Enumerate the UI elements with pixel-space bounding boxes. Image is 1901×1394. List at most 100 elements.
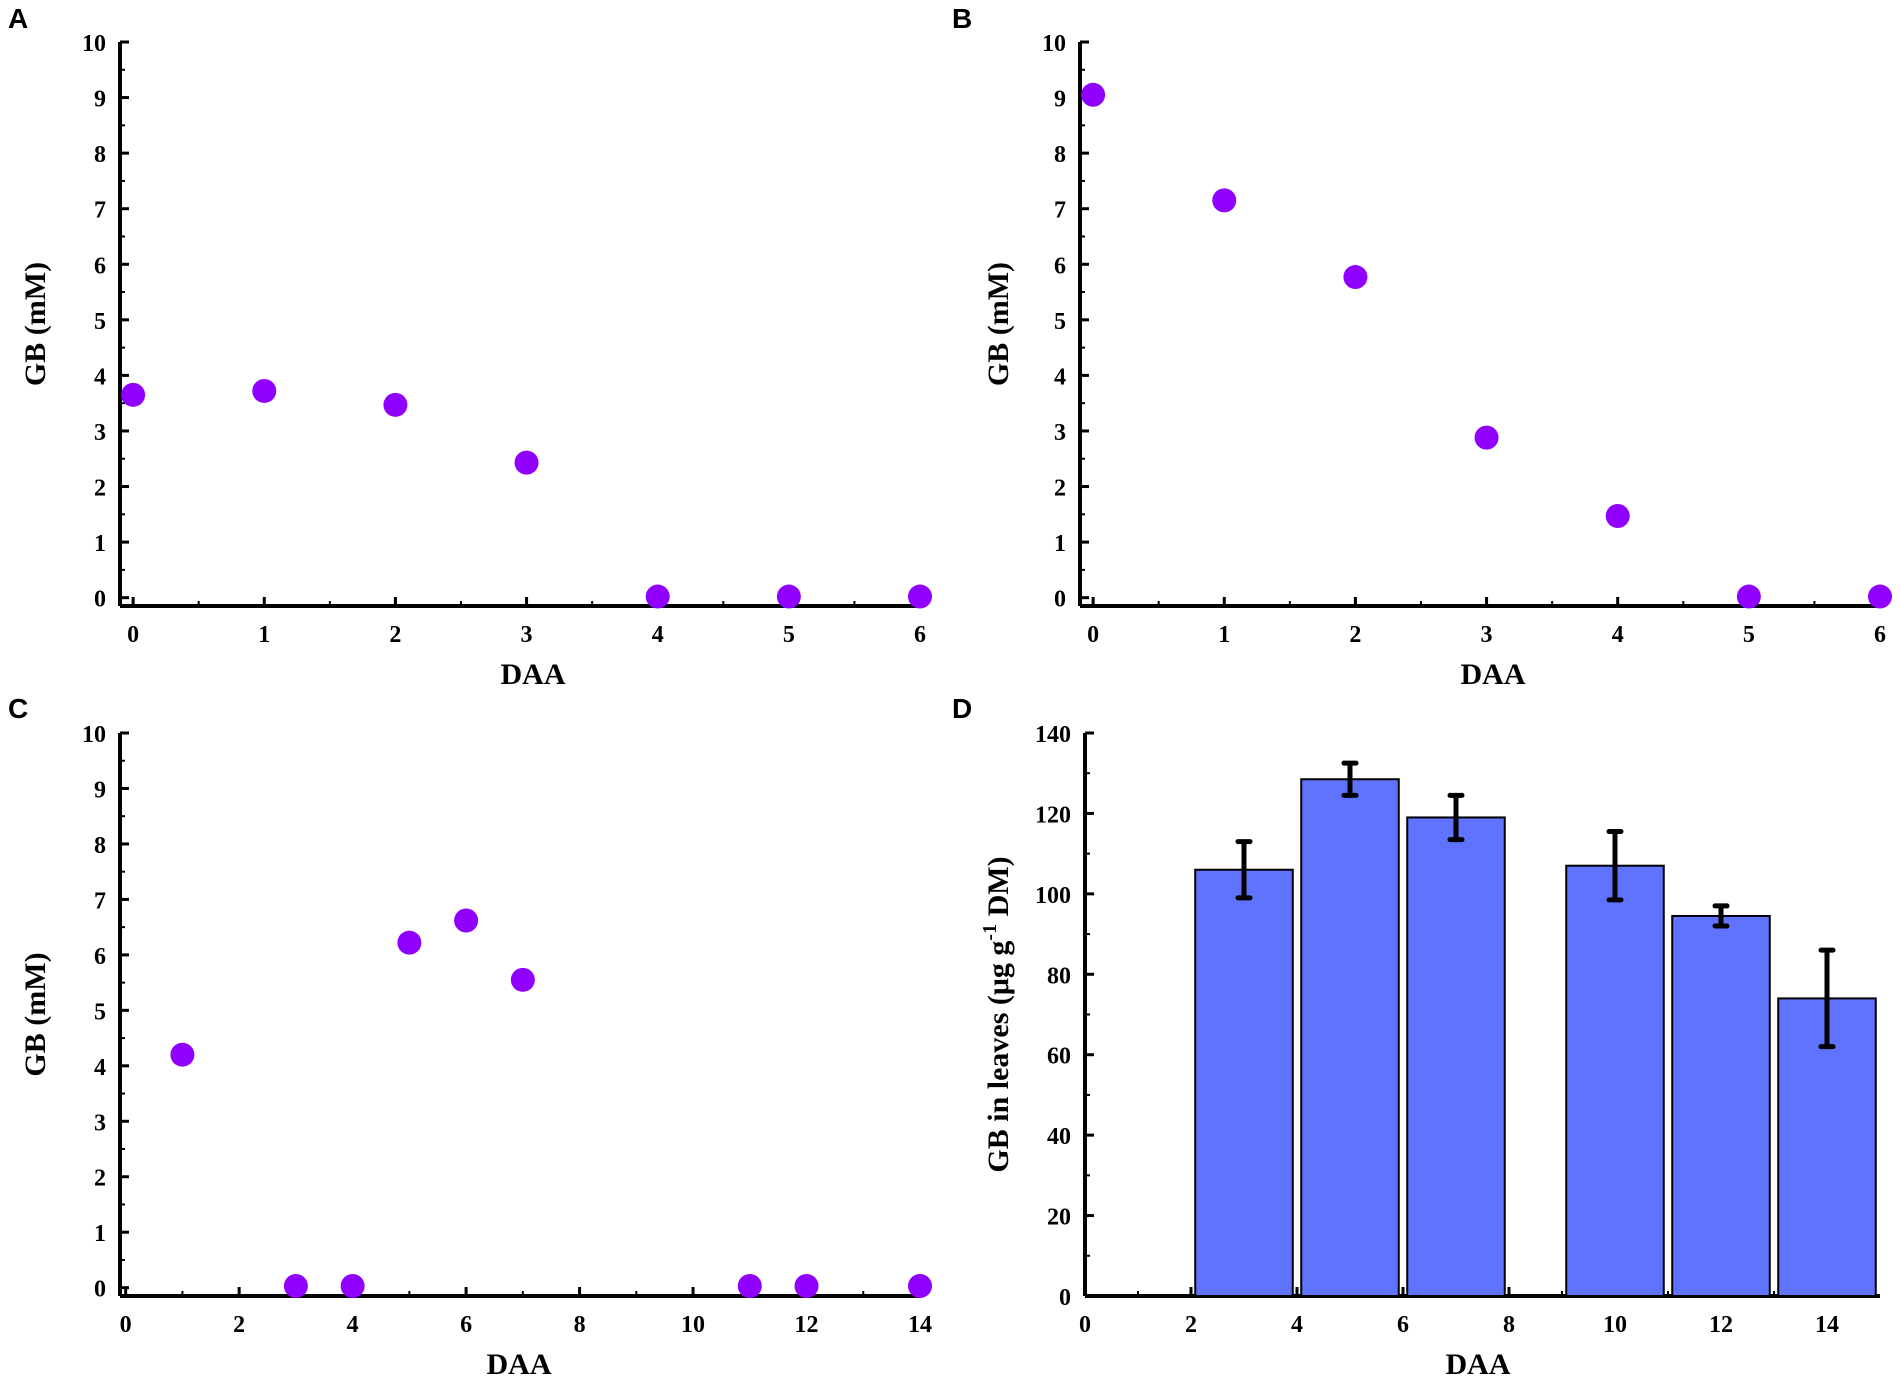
y-tick-label-a: 0: [94, 587, 106, 613]
x-tick-label-d: 0: [1079, 1312, 1091, 1338]
panel-letter-b: B: [952, 3, 972, 34]
x-tick-label-b: 1: [1218, 622, 1230, 648]
x-tick-label-d: 12: [1709, 1312, 1733, 1338]
x-tick-label-a: 3: [521, 622, 533, 648]
y-tick-label-a: 9: [94, 87, 106, 113]
y-tick-label-a: 1: [94, 531, 106, 557]
y-axis-title-d: GB in leaves (μg g-1 DM): [979, 856, 1015, 1172]
y-tick-label-b: 0: [1054, 587, 1066, 613]
data-point-c: [908, 1274, 932, 1299]
x-tick-label-c: 4: [347, 1312, 359, 1338]
y-tick-label-a: 10: [82, 31, 106, 57]
x-tick-label-d: 6: [1397, 1312, 1409, 1338]
x-tick-label-c: 10: [681, 1312, 705, 1338]
y-tick-label-b: 3: [1054, 420, 1066, 446]
y-axis-title-end: DM): [982, 856, 1015, 923]
y-tick-label-d: 140: [1035, 722, 1071, 748]
x-tick-label-d: 4: [1291, 1312, 1303, 1338]
x-tick-label-b: 0: [1087, 622, 1099, 648]
y-axis-title-superscript: -1: [979, 924, 1001, 941]
y-tick-label-b: 7: [1054, 198, 1066, 224]
y-tick-label-d: 60: [1047, 1044, 1071, 1070]
data-point-a: [776, 584, 801, 609]
data-point-a: [252, 378, 277, 403]
x-tick-label-c: 2: [233, 1312, 245, 1338]
y-tick-label-b: 9: [1054, 87, 1066, 113]
y-tick-label-c: 5: [94, 999, 106, 1025]
y-tick-label-c: 4: [94, 1055, 106, 1081]
x-tick-label-c: 0: [120, 1312, 132, 1338]
y-tick-label-c: 0: [94, 1277, 106, 1303]
y-tick-label-d: 0: [1059, 1285, 1071, 1311]
y-tick-label-b: 5: [1054, 309, 1066, 335]
x-tick-label-a: 1: [258, 622, 270, 648]
data-point-b: [1868, 584, 1892, 609]
data-point-b: [1605, 503, 1630, 528]
panel-letter-d: D: [952, 693, 972, 724]
x-tick-label-b: 4: [1612, 622, 1624, 648]
bar-d: [1300, 778, 1400, 1297]
data-point-c: [454, 908, 479, 933]
y-tick-label-b: 10: [1042, 31, 1066, 57]
x-tick-label-a: 2: [389, 622, 401, 648]
bar-d: [1565, 864, 1665, 1297]
y-tick-label-a: 5: [94, 309, 106, 335]
y-tick-label-c: 8: [94, 833, 106, 859]
x-tick-label-a: 5: [783, 622, 795, 648]
data-point-a: [645, 584, 670, 609]
y-tick-label-c: 9: [94, 777, 106, 803]
data-point-c: [340, 1274, 365, 1299]
y-axis-title-main: GB in leaves (μg g: [982, 941, 1015, 1173]
x-tick-label-a: 6: [914, 622, 926, 648]
y-tick-label-d: 120: [1035, 802, 1071, 828]
x-tick-label-c: 12: [795, 1312, 819, 1338]
x-tick-label-c: 14: [908, 1312, 932, 1338]
y-tick-label-a: 3: [94, 420, 106, 446]
y-tick-label-c: 2: [94, 1166, 106, 1192]
panel-d: D 0 20 40 60 80 100 120 140 0 2 4 6 8 10 12 14 DAA GB in …: [952, 693, 1880, 1381]
data-point-c: [283, 1274, 308, 1299]
y-tick-label-c: 6: [94, 944, 106, 970]
data-point-a: [514, 450, 539, 475]
y-tick-label-b: 8: [1054, 142, 1066, 168]
panel-letter-a: A: [8, 3, 28, 34]
data-point-a: [121, 382, 146, 407]
y-axis-title-a: GB (mM): [19, 262, 52, 386]
y-tick-label-c: 1: [94, 1221, 106, 1247]
data-point-b: [1474, 425, 1499, 450]
panel-a: A 0 1 2 3 4 5 6 7 8 9 10 0 1 2 3 4 5 6 DAA GB (mM): [8, 3, 932, 691]
x-axis-title-b: DAA: [1461, 658, 1526, 691]
y-axis-title-c: GB (mM): [19, 952, 52, 1076]
y-tick-label-a: 6: [94, 253, 106, 279]
bar-d: [1194, 868, 1294, 1297]
x-tick-label-a: 4: [652, 622, 664, 648]
y-tick-label-d: 40: [1047, 1124, 1071, 1150]
x-axis-title-a: DAA: [501, 658, 566, 691]
data-point-c: [794, 1274, 819, 1299]
x-tick-label-c: 6: [460, 1312, 472, 1338]
data-point-b: [1343, 265, 1368, 290]
x-tick-label-c: 8: [574, 1312, 586, 1338]
data-point-c: [170, 1042, 195, 1067]
y-tick-label-b: 4: [1054, 364, 1066, 390]
x-tick-label-b: 5: [1743, 622, 1755, 648]
data-point-b: [1736, 584, 1761, 609]
x-tick-label-b: 2: [1349, 622, 1361, 648]
y-tick-label-c: 10: [82, 722, 106, 748]
data-point-c: [397, 930, 422, 955]
panel-b: B 0 1 2 3 4 5 6 7 8 9 10 0 1 2 3 4 5 6 DAA GB (mM): [952, 3, 1892, 691]
x-tick-label-b: 6: [1874, 622, 1886, 648]
y-axis-title-b: GB (mM): [982, 262, 1015, 386]
x-tick-label-a: 0: [127, 622, 139, 648]
data-point-c: [737, 1274, 762, 1299]
x-axis-title-d: DAA: [1446, 1348, 1511, 1381]
y-tick-label-c: 7: [94, 888, 106, 914]
y-tick-label-a: 4: [94, 364, 106, 390]
y-tick-label-a: 8: [94, 142, 106, 168]
bar-d: [1671, 914, 1771, 1297]
data-point-a: [908, 584, 932, 609]
y-tick-label-d: 100: [1035, 883, 1071, 909]
y-tick-label-d: 80: [1047, 963, 1071, 989]
